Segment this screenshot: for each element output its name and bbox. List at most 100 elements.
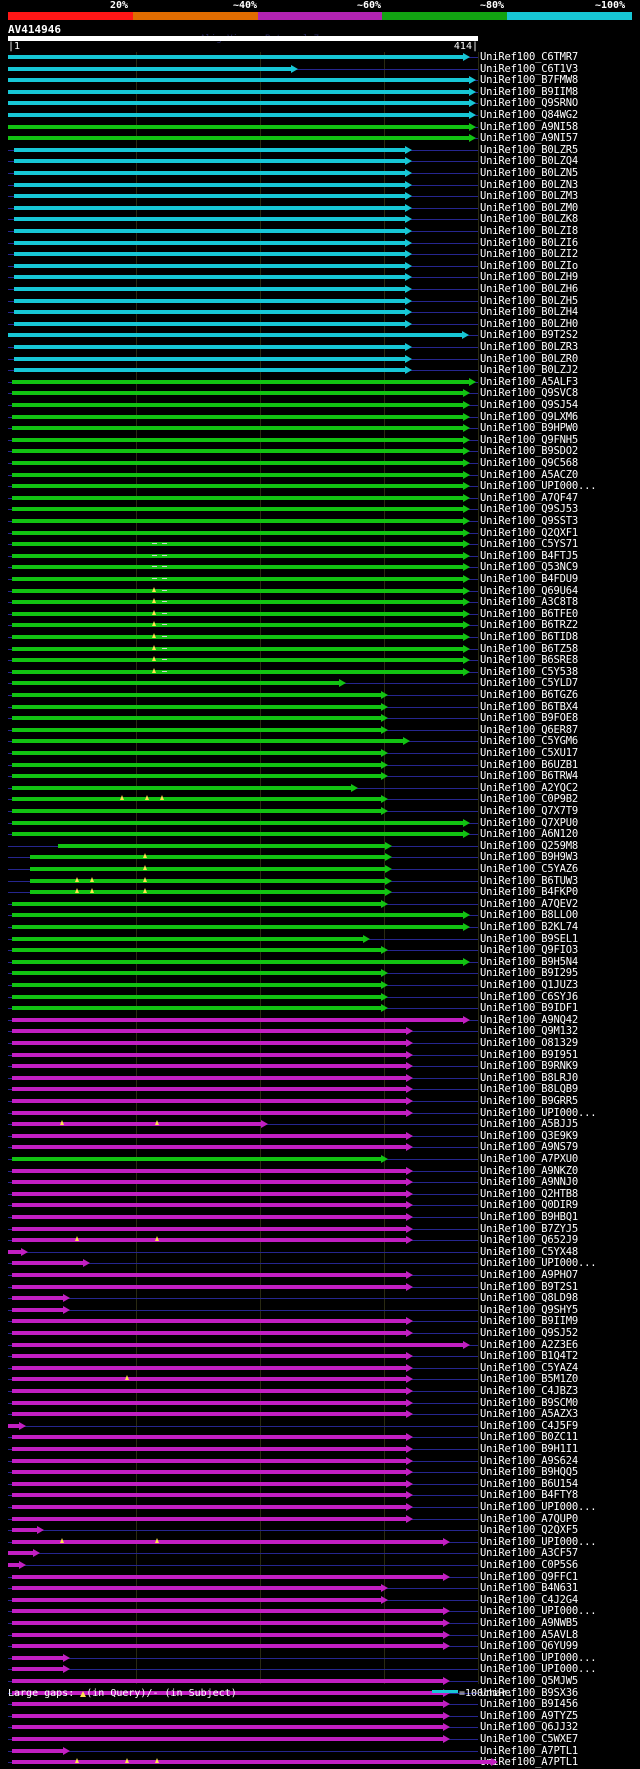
hit-row[interactable]: [0, 1270, 640, 1282]
hit-row[interactable]: [0, 1305, 640, 1317]
hsp-bar[interactable]: [12, 1746, 70, 1755]
hit-row[interactable]: [0, 945, 640, 957]
hsp-bar[interactable]: [12, 1503, 413, 1511]
hsp-bar[interactable]: [12, 911, 470, 920]
hit-label[interactable]: UniRef100_B8LQB9: [480, 1083, 578, 1096]
hit-label[interactable]: UniRef100_Q9C568: [480, 457, 578, 469]
hit-row[interactable]: [0, 690, 640, 702]
hit-row[interactable]: [0, 1699, 640, 1711]
hsp-bar[interactable]: [14, 354, 412, 363]
hsp-bar[interactable]: [12, 1619, 450, 1627]
hsp-bar[interactable]: [12, 493, 470, 502]
hit-row[interactable]: [0, 493, 640, 505]
hit-label[interactable]: UniRef100_A5ALF3: [480, 375, 578, 388]
hsp-bar[interactable]: [12, 1572, 450, 1581]
hit-row[interactable]: [0, 1224, 640, 1236]
hit-row[interactable]: [0, 1328, 640, 1340]
hit-row[interactable]: [0, 1653, 640, 1665]
hit-label[interactable]: UniRef100_B7FMW8: [480, 74, 578, 87]
hit-label[interactable]: UniRef100_Q9FIO3: [480, 944, 578, 957]
hit-row[interactable]: [0, 1131, 640, 1143]
hit-label[interactable]: UniRef100_A9NI57: [480, 132, 578, 145]
hit-row[interactable]: [0, 1664, 640, 1676]
hsp-bar[interactable]: [14, 296, 412, 305]
hit-row[interactable]: [0, 1142, 640, 1154]
hit-label[interactable]: UniRef100_C5YX48: [480, 1245, 578, 1258]
hit-row[interactable]: [0, 319, 640, 331]
hsp-bar[interactable]: [12, 1665, 70, 1674]
hit-label[interactable]: UniRef100_A9NWB5: [480, 1617, 578, 1629]
hit-label[interactable]: UniRef100_B7ZYJ5: [480, 1222, 578, 1235]
hit-label[interactable]: UniRef100_A7QEV2: [480, 897, 578, 910]
hit-row[interactable]: [0, 226, 640, 238]
hit-row[interactable]: [0, 632, 640, 644]
hsp-bar[interactable]: [14, 343, 412, 351]
hsp-bar[interactable]: [14, 192, 412, 201]
hsp-bar[interactable]: [12, 447, 470, 456]
hit-row[interactable]: [0, 1676, 640, 1688]
hsp-bar[interactable]: [12, 1015, 470, 1024]
hit-label[interactable]: UniRef100_B9HBQ1: [480, 1211, 578, 1223]
hit-row[interactable]: [0, 1189, 640, 1201]
hsp-bar[interactable]: [14, 238, 412, 247]
hit-label[interactable]: UniRef100_Q9SHY5: [480, 1303, 578, 1316]
hit-label[interactable]: UniRef100_B9H1I1: [480, 1443, 578, 1455]
hit-label[interactable]: UniRef100_Q9LXM6: [480, 410, 578, 423]
hit-label[interactable]: UniRef100_UPI000...: [480, 1663, 597, 1676]
hit-row[interactable]: [0, 342, 640, 354]
hit-label[interactable]: UniRef100_Q9FFC1: [480, 1570, 578, 1583]
hit-row[interactable]: [0, 272, 640, 284]
hsp-bar[interactable]: [12, 1224, 413, 1233]
hsp-bar[interactable]: [12, 1027, 413, 1036]
hsp-bar[interactable]: [12, 795, 388, 804]
hit-label[interactable]: UniRef100_B9IIM9: [480, 1315, 578, 1328]
hit-label[interactable]: UniRef100_B4FTJ5: [480, 549, 578, 562]
hit-label[interactable]: UniRef100_B6TGZ6: [480, 689, 578, 701]
hit-label[interactable]: UniRef100_Q2HTB8: [480, 1187, 578, 1200]
hit-label[interactable]: UniRef100_Q9SST3: [480, 515, 578, 527]
hit-row[interactable]: [0, 678, 640, 690]
hit-label[interactable]: UniRef100_B9SEL1: [480, 932, 578, 945]
hit-row[interactable]: [0, 609, 640, 621]
hsp-bar[interactable]: [12, 633, 470, 641]
hit-label[interactable]: UniRef100_C5YS71: [480, 538, 578, 551]
hit-label[interactable]: UniRef100_B6TZ58: [480, 642, 578, 655]
hit-row[interactable]: [0, 1525, 640, 1537]
hit-row[interactable]: [0, 1154, 640, 1166]
hit-row[interactable]: [0, 702, 640, 714]
hsp-bar[interactable]: [14, 180, 412, 189]
hsp-bar[interactable]: [12, 435, 470, 444]
hsp-bar[interactable]: [12, 1410, 413, 1419]
hsp-bar[interactable]: [12, 1166, 413, 1175]
hit-row[interactable]: [0, 1641, 640, 1653]
hit-label[interactable]: UniRef100_UPI000...: [480, 1106, 597, 1119]
hit-row[interactable]: [0, 1548, 640, 1560]
hit-label[interactable]: UniRef100_Q9SVC8: [480, 387, 578, 400]
hit-row[interactable]: [0, 458, 640, 470]
hit-row[interactable]: [0, 1432, 640, 1444]
hit-label[interactable]: UniRef100_Q9SJ54: [480, 399, 578, 411]
hit-label[interactable]: UniRef100_B0LZH9: [480, 271, 578, 284]
hsp-bar[interactable]: [12, 575, 470, 583]
hit-row[interactable]: [0, 446, 640, 458]
hsp-bar[interactable]: [12, 783, 358, 792]
hit-label[interactable]: UniRef100_Q9SJ52: [480, 1327, 578, 1339]
hsp-bar[interactable]: [12, 1317, 413, 1326]
hit-row[interactable]: [0, 1560, 640, 1572]
hit-row[interactable]: [0, 1722, 640, 1734]
hit-row[interactable]: [0, 713, 640, 725]
hit-label[interactable]: UniRef100_B0LZK8: [480, 213, 578, 226]
hsp-bar[interactable]: [12, 563, 470, 572]
hsp-bar[interactable]: [14, 285, 412, 293]
hit-row[interactable]: [0, 1514, 640, 1526]
hit-row[interactable]: [0, 1757, 640, 1769]
hsp-bar[interactable]: [12, 923, 470, 931]
hit-label[interactable]: UniRef100_B0LZM3: [480, 190, 578, 203]
hsp-bar[interactable]: [12, 1445, 413, 1453]
hit-label[interactable]: UniRef100_Q2QXF1: [480, 526, 578, 539]
hsp-bar[interactable]: [12, 621, 470, 630]
hit-label[interactable]: UniRef100_C6SYJ6: [480, 990, 578, 1003]
hit-label[interactable]: UniRef100_B9H5N4: [480, 955, 578, 968]
hit-label[interactable]: UniRef100_UPI000...: [480, 1651, 597, 1664]
hit-label[interactable]: UniRef100_A5AVL8: [480, 1628, 578, 1641]
